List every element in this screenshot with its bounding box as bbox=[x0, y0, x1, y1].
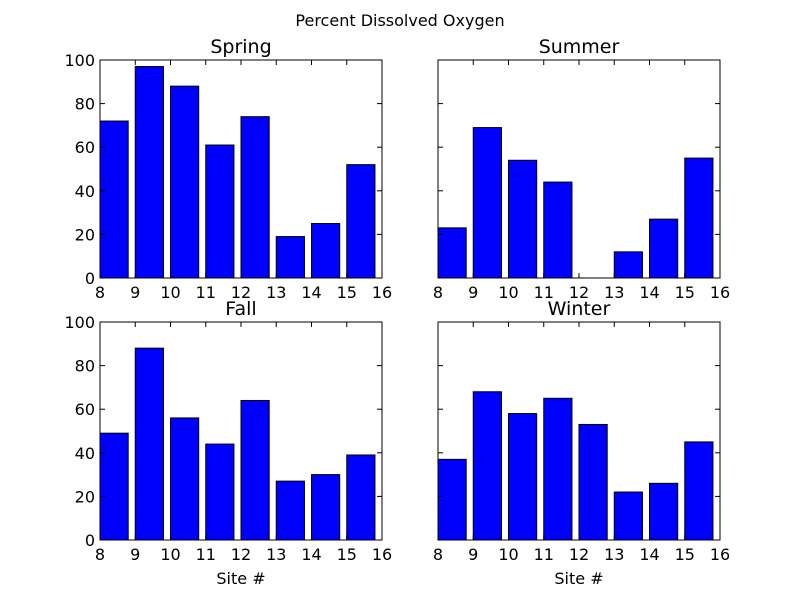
bar-site-11 bbox=[543, 397, 573, 541]
x-axis-label: Site # bbox=[554, 569, 603, 588]
x-tick-label: 11 bbox=[534, 545, 554, 564]
subplot-title: Fall bbox=[225, 298, 256, 320]
bar-site-9 bbox=[472, 127, 502, 279]
x-tick-label: 13 bbox=[604, 545, 624, 564]
bar-site-13 bbox=[275, 236, 305, 279]
x-tick-label: 14 bbox=[301, 283, 321, 302]
subplot-summer: 8 9 10 11 12 13 14 15 16 Summer bbox=[433, 36, 730, 302]
bar-site-9 bbox=[134, 347, 164, 541]
x-tick-label: 8 bbox=[433, 545, 443, 564]
x-tick-label: 16 bbox=[710, 283, 730, 302]
y-tick-label: 80 bbox=[75, 95, 95, 114]
x-tick-label: 9 bbox=[468, 545, 478, 564]
subplot-winter: 8 9 10 11 12 13 14 15 16 Winter Site # bbox=[433, 298, 730, 588]
x-tick-label: 10 bbox=[160, 283, 180, 302]
y-tick-label: 40 bbox=[75, 182, 95, 201]
y-tick-label: 20 bbox=[75, 487, 95, 506]
bar-site-14 bbox=[649, 482, 679, 541]
bar-site-8 bbox=[99, 120, 129, 279]
bar-site-8 bbox=[437, 458, 467, 541]
bar-site-13 bbox=[613, 491, 643, 541]
x-tick-label: 14 bbox=[301, 545, 321, 564]
bar-site-14 bbox=[649, 218, 679, 279]
bar-site-11 bbox=[543, 181, 573, 279]
bar-site-10 bbox=[170, 85, 200, 279]
bar-site-13 bbox=[275, 480, 305, 541]
x-tick-label: 16 bbox=[710, 545, 730, 564]
x-tick-label: 15 bbox=[675, 283, 695, 302]
x-tick-label: 9 bbox=[468, 283, 478, 302]
bar-site-12 bbox=[578, 423, 608, 541]
x-tick-label: 12 bbox=[231, 283, 251, 302]
y-tick-label: 20 bbox=[75, 225, 95, 244]
x-tick-label: 8 bbox=[95, 545, 105, 564]
bar-site-8 bbox=[99, 432, 129, 541]
x-tick-label: 16 bbox=[372, 283, 392, 302]
bar-site-12 bbox=[240, 116, 270, 279]
y-tick-label: 60 bbox=[75, 400, 95, 419]
bar-site-10 bbox=[170, 417, 200, 541]
y-tick-label: 100 bbox=[64, 313, 95, 332]
x-tick-label: 16 bbox=[372, 545, 392, 564]
y-tick-label: 0 bbox=[85, 531, 95, 550]
x-tick-label: 13 bbox=[266, 545, 286, 564]
bar-site-13 bbox=[613, 251, 643, 279]
bar-site-15 bbox=[346, 164, 376, 279]
x-tick-label: 13 bbox=[604, 283, 624, 302]
subplot-title: Summer bbox=[539, 36, 620, 58]
x-tick-label: 10 bbox=[160, 545, 180, 564]
figure-suptitle: Percent Dissolved Oxygen bbox=[295, 11, 504, 30]
bar-site-11 bbox=[205, 144, 235, 279]
subplot-title: Spring bbox=[210, 36, 271, 58]
x-tick-label: 8 bbox=[433, 283, 443, 302]
x-tick-label: 14 bbox=[639, 545, 659, 564]
x-tick-label: 12 bbox=[231, 545, 251, 564]
y-tick-label: 60 bbox=[75, 138, 95, 157]
bar-site-10 bbox=[508, 159, 538, 279]
bar-site-11 bbox=[205, 443, 235, 541]
bar-site-12 bbox=[240, 399, 270, 541]
x-tick-label: 10 bbox=[498, 545, 518, 564]
bar-site-15 bbox=[684, 441, 714, 541]
y-tick-label: 40 bbox=[75, 444, 95, 463]
x-tick-label: 13 bbox=[266, 283, 286, 302]
subplot-spring: 8 9 10 11 12 13 14 15 16 0 20 40 60 80 100 Spring bbox=[64, 36, 392, 302]
x-tick-label: 9 bbox=[130, 545, 140, 564]
x-tick-label: 9 bbox=[130, 283, 140, 302]
y-tick-label: 100 bbox=[64, 51, 95, 70]
x-tick-label: 15 bbox=[337, 545, 357, 564]
bar-site-15 bbox=[684, 157, 714, 279]
x-axis-label: Site # bbox=[216, 569, 265, 588]
x-tick-label: 10 bbox=[498, 283, 518, 302]
x-tick-label: 15 bbox=[337, 283, 357, 302]
bar-site-9 bbox=[134, 66, 164, 279]
subplot-title: Winter bbox=[548, 298, 611, 320]
x-tick-label: 11 bbox=[196, 283, 216, 302]
subplot-fall: 8 9 10 11 12 13 14 15 16 0 20 40 60 80 100 Fall Site # bbox=[64, 298, 392, 588]
bar-site-14 bbox=[311, 474, 341, 541]
y-tick-label: 0 bbox=[85, 269, 95, 288]
bar-site-9 bbox=[472, 391, 502, 541]
y-tick-label: 80 bbox=[75, 357, 95, 376]
x-tick-label: 14 bbox=[639, 283, 659, 302]
x-tick-label: 12 bbox=[569, 283, 589, 302]
x-tick-label: 12 bbox=[569, 545, 589, 564]
x-tick-label: 8 bbox=[95, 283, 105, 302]
bar-site-15 bbox=[346, 454, 376, 541]
bar-site-8 bbox=[437, 227, 467, 279]
bar-site-10 bbox=[508, 413, 538, 541]
x-tick-label: 11 bbox=[534, 283, 554, 302]
bar-site-14 bbox=[311, 223, 341, 279]
x-tick-label: 11 bbox=[196, 545, 216, 564]
x-tick-label: 15 bbox=[675, 545, 695, 564]
